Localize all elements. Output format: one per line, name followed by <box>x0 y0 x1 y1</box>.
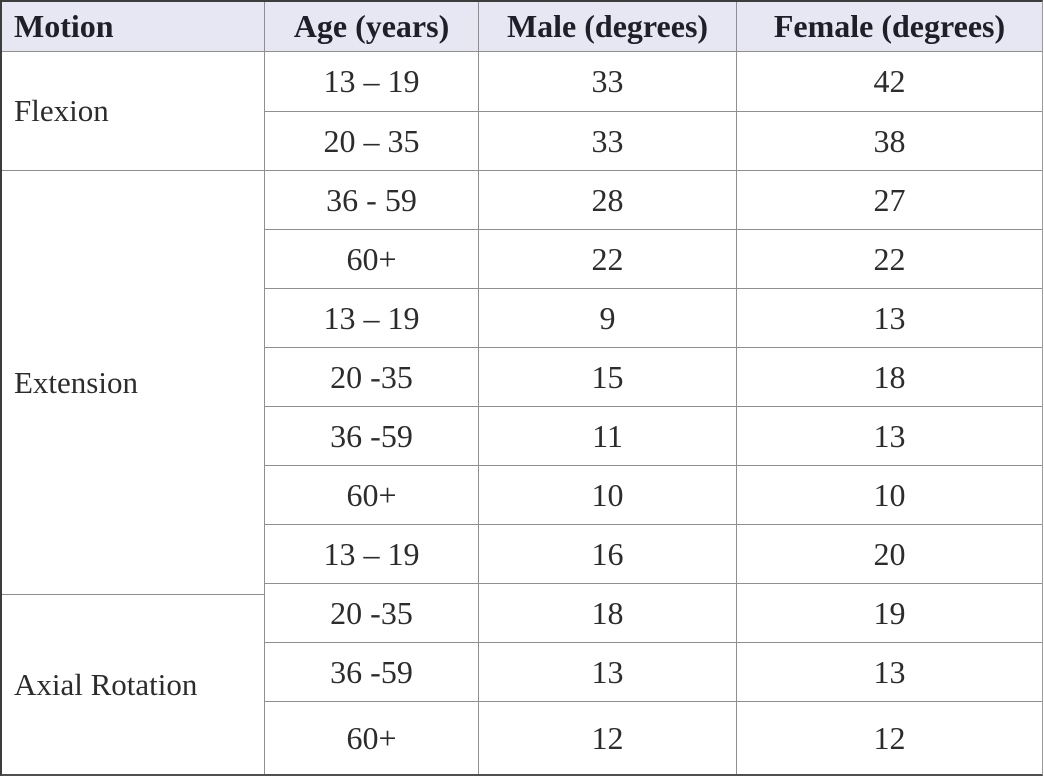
column-header-male: Male (degrees) <box>479 2 737 51</box>
age-cell: 20 -35 <box>265 348 479 406</box>
column-header-age: Age (years) <box>265 2 479 51</box>
column-header-female: Female (degrees) <box>773 8 1006 44</box>
table-header-row: Motion Age (years) Male (degrees) Female… <box>2 2 1042 52</box>
female-cell: 38 <box>873 122 906 159</box>
female-cell: 22 <box>873 240 906 277</box>
female-cell: 13 <box>873 653 906 690</box>
age-cell: 60+ <box>265 466 479 524</box>
male-cell: 28 <box>479 171 737 229</box>
age-cell: 20 -35 <box>265 584 479 642</box>
female-cell: 10 <box>873 476 906 513</box>
table-row: 13 – 19 16 20 <box>265 524 1042 583</box>
column-header-motion: Motion <box>2 2 265 51</box>
male-cell: 16 <box>479 525 737 583</box>
male-cell: 33 <box>479 52 737 111</box>
motion-column: Flexion Extension Axial Rotation <box>2 52 265 774</box>
table-row: 60+ 10 10 <box>265 465 1042 524</box>
data-columns: 13 – 19 33 42 20 – 35 33 38 36 - 59 28 2… <box>265 52 1042 774</box>
age-cell: 36 -59 <box>265 643 479 701</box>
table-row: 36 - 59 28 27 <box>265 170 1042 229</box>
table-row: 20 -35 15 18 <box>265 347 1042 406</box>
table-row: 60+ 12 12 <box>265 701 1042 774</box>
table-row: 13 – 19 33 42 <box>265 52 1042 111</box>
age-cell: 36 - 59 <box>265 171 479 229</box>
male-cell: 12 <box>479 702 737 774</box>
female-cell: 13 <box>873 417 906 454</box>
table-body: Flexion Extension Axial Rotation 13 – 19… <box>2 52 1042 774</box>
female-cell: 20 <box>873 535 906 572</box>
female-cell: 13 <box>873 299 906 336</box>
age-cell: 60+ <box>265 230 479 288</box>
female-cell: 42 <box>873 63 906 99</box>
female-cell: 27 <box>873 181 906 218</box>
table-row: 60+ 22 22 <box>265 229 1042 288</box>
motion-cell-axial-rotation: Axial Rotation <box>2 594 264 774</box>
age-cell: 36 -59 <box>265 407 479 465</box>
male-cell: 11 <box>479 407 737 465</box>
male-cell: 10 <box>479 466 737 524</box>
age-cell: 60+ <box>265 702 479 774</box>
table-row: 13 – 19 9 13 <box>265 288 1042 347</box>
female-cell: 18 <box>873 358 906 395</box>
male-cell: 9 <box>479 289 737 347</box>
age-cell: 13 – 19 <box>265 52 479 111</box>
female-cell: 19 <box>873 594 906 631</box>
male-cell: 15 <box>479 348 737 406</box>
table-row: 20 – 35 33 38 <box>265 111 1042 170</box>
male-cell: 13 <box>479 643 737 701</box>
age-cell: 13 – 19 <box>265 289 479 347</box>
motion-cell-extension: Extension <box>2 170 264 594</box>
age-cell: 13 – 19 <box>265 525 479 583</box>
table-row: 20 -35 18 19 <box>265 583 1042 642</box>
male-cell: 22 <box>479 230 737 288</box>
table-row: 36 -59 13 13 <box>265 642 1042 701</box>
male-cell: 33 <box>479 112 737 170</box>
male-cell: 18 <box>479 584 737 642</box>
motion-cell-flexion: Flexion <box>14 93 109 128</box>
table-row: 36 -59 11 13 <box>265 406 1042 465</box>
age-cell: 20 – 35 <box>265 112 479 170</box>
female-cell: 12 <box>873 719 906 756</box>
